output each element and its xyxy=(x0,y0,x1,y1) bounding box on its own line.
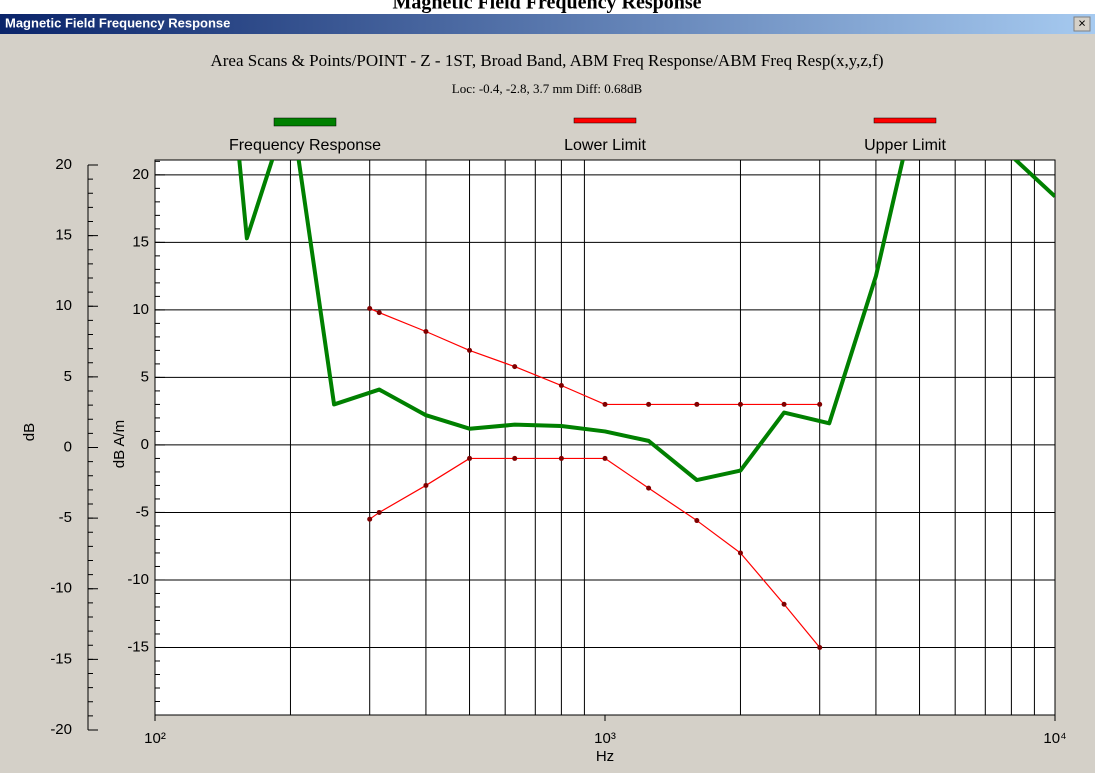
page-heading: Magnetic Field Frequency Response xyxy=(392,0,701,14)
data-point xyxy=(367,306,373,312)
data-point xyxy=(558,455,564,461)
x-tick-label: 10³ xyxy=(594,730,616,747)
legend-swatch xyxy=(873,117,937,124)
y2-tick-label: -5 xyxy=(59,509,72,526)
data-point xyxy=(423,482,429,488)
legend-label: Lower Limit xyxy=(564,137,646,154)
data-point xyxy=(376,509,382,515)
y-axis-label: dB A/m xyxy=(111,420,128,468)
x-axis-label: Hz xyxy=(596,748,614,765)
plot-lines xyxy=(237,160,1055,650)
legend-swatch xyxy=(573,117,637,124)
data-point xyxy=(694,401,700,407)
y2-tick-label: 15 xyxy=(55,227,72,244)
series-line xyxy=(237,160,1055,483)
data-point xyxy=(602,401,608,407)
series-line xyxy=(369,457,821,648)
data-point xyxy=(694,518,700,524)
legend-swatch xyxy=(273,117,337,127)
legend-label: Frequency Response xyxy=(229,137,381,154)
y-tick-label: 20 xyxy=(132,166,149,183)
y2-axis-label: dB xyxy=(21,423,38,441)
window-title: Magnetic Field Frequency Response xyxy=(5,15,230,30)
y-tick-label: -15 xyxy=(127,638,149,655)
y-tick-label: 0 xyxy=(141,436,149,453)
data-point xyxy=(646,485,652,491)
data-point xyxy=(512,455,518,461)
data-point xyxy=(817,401,823,407)
y2-tick-label: 5 xyxy=(64,368,72,385)
grid xyxy=(155,160,1055,715)
y-tick-label: 10 xyxy=(132,301,149,318)
data-point xyxy=(376,310,382,316)
data-point xyxy=(781,401,787,407)
data-point xyxy=(737,401,743,407)
legend-label: Upper Limit xyxy=(864,137,946,154)
y-tick-label: -10 xyxy=(127,571,149,588)
page-strip xyxy=(0,0,1095,14)
data-point xyxy=(423,328,429,334)
data-point xyxy=(602,455,608,461)
y2-tick-label: 10 xyxy=(55,297,72,314)
data-point xyxy=(781,601,787,607)
data-point xyxy=(367,516,373,522)
close-button[interactable] xyxy=(1073,16,1091,32)
data-point xyxy=(467,455,473,461)
y-tick-label: 5 xyxy=(141,368,149,385)
y2-tick-label: -10 xyxy=(50,580,72,597)
data-point xyxy=(558,383,564,389)
data-point xyxy=(512,364,518,370)
data-point xyxy=(817,644,823,650)
chart-subtitle: Loc: -0.4, -2.8, 3.7 mm Diff: 0.68dB xyxy=(452,81,643,96)
y2-tick-label: -20 xyxy=(50,721,72,738)
plot-area xyxy=(154,159,1056,716)
x-tick-label: 10⁴ xyxy=(1043,730,1066,747)
series-line xyxy=(369,307,820,406)
x-tick-label: 10² xyxy=(144,730,166,747)
y-tick-label: -5 xyxy=(136,503,149,520)
y2-tick-label: 0 xyxy=(64,438,72,455)
close-icon[interactable]: × xyxy=(1078,15,1086,30)
data-point xyxy=(646,401,652,407)
data-point xyxy=(737,550,743,556)
y2-tick-label: -15 xyxy=(50,650,72,667)
data-point xyxy=(467,347,473,353)
y2-tick-label: 20 xyxy=(55,156,72,173)
chart-title: Area Scans & Points/POINT - Z - 1ST, Bro… xyxy=(210,51,883,70)
y-tick-label: 15 xyxy=(132,233,149,250)
title-bar xyxy=(0,14,1095,34)
